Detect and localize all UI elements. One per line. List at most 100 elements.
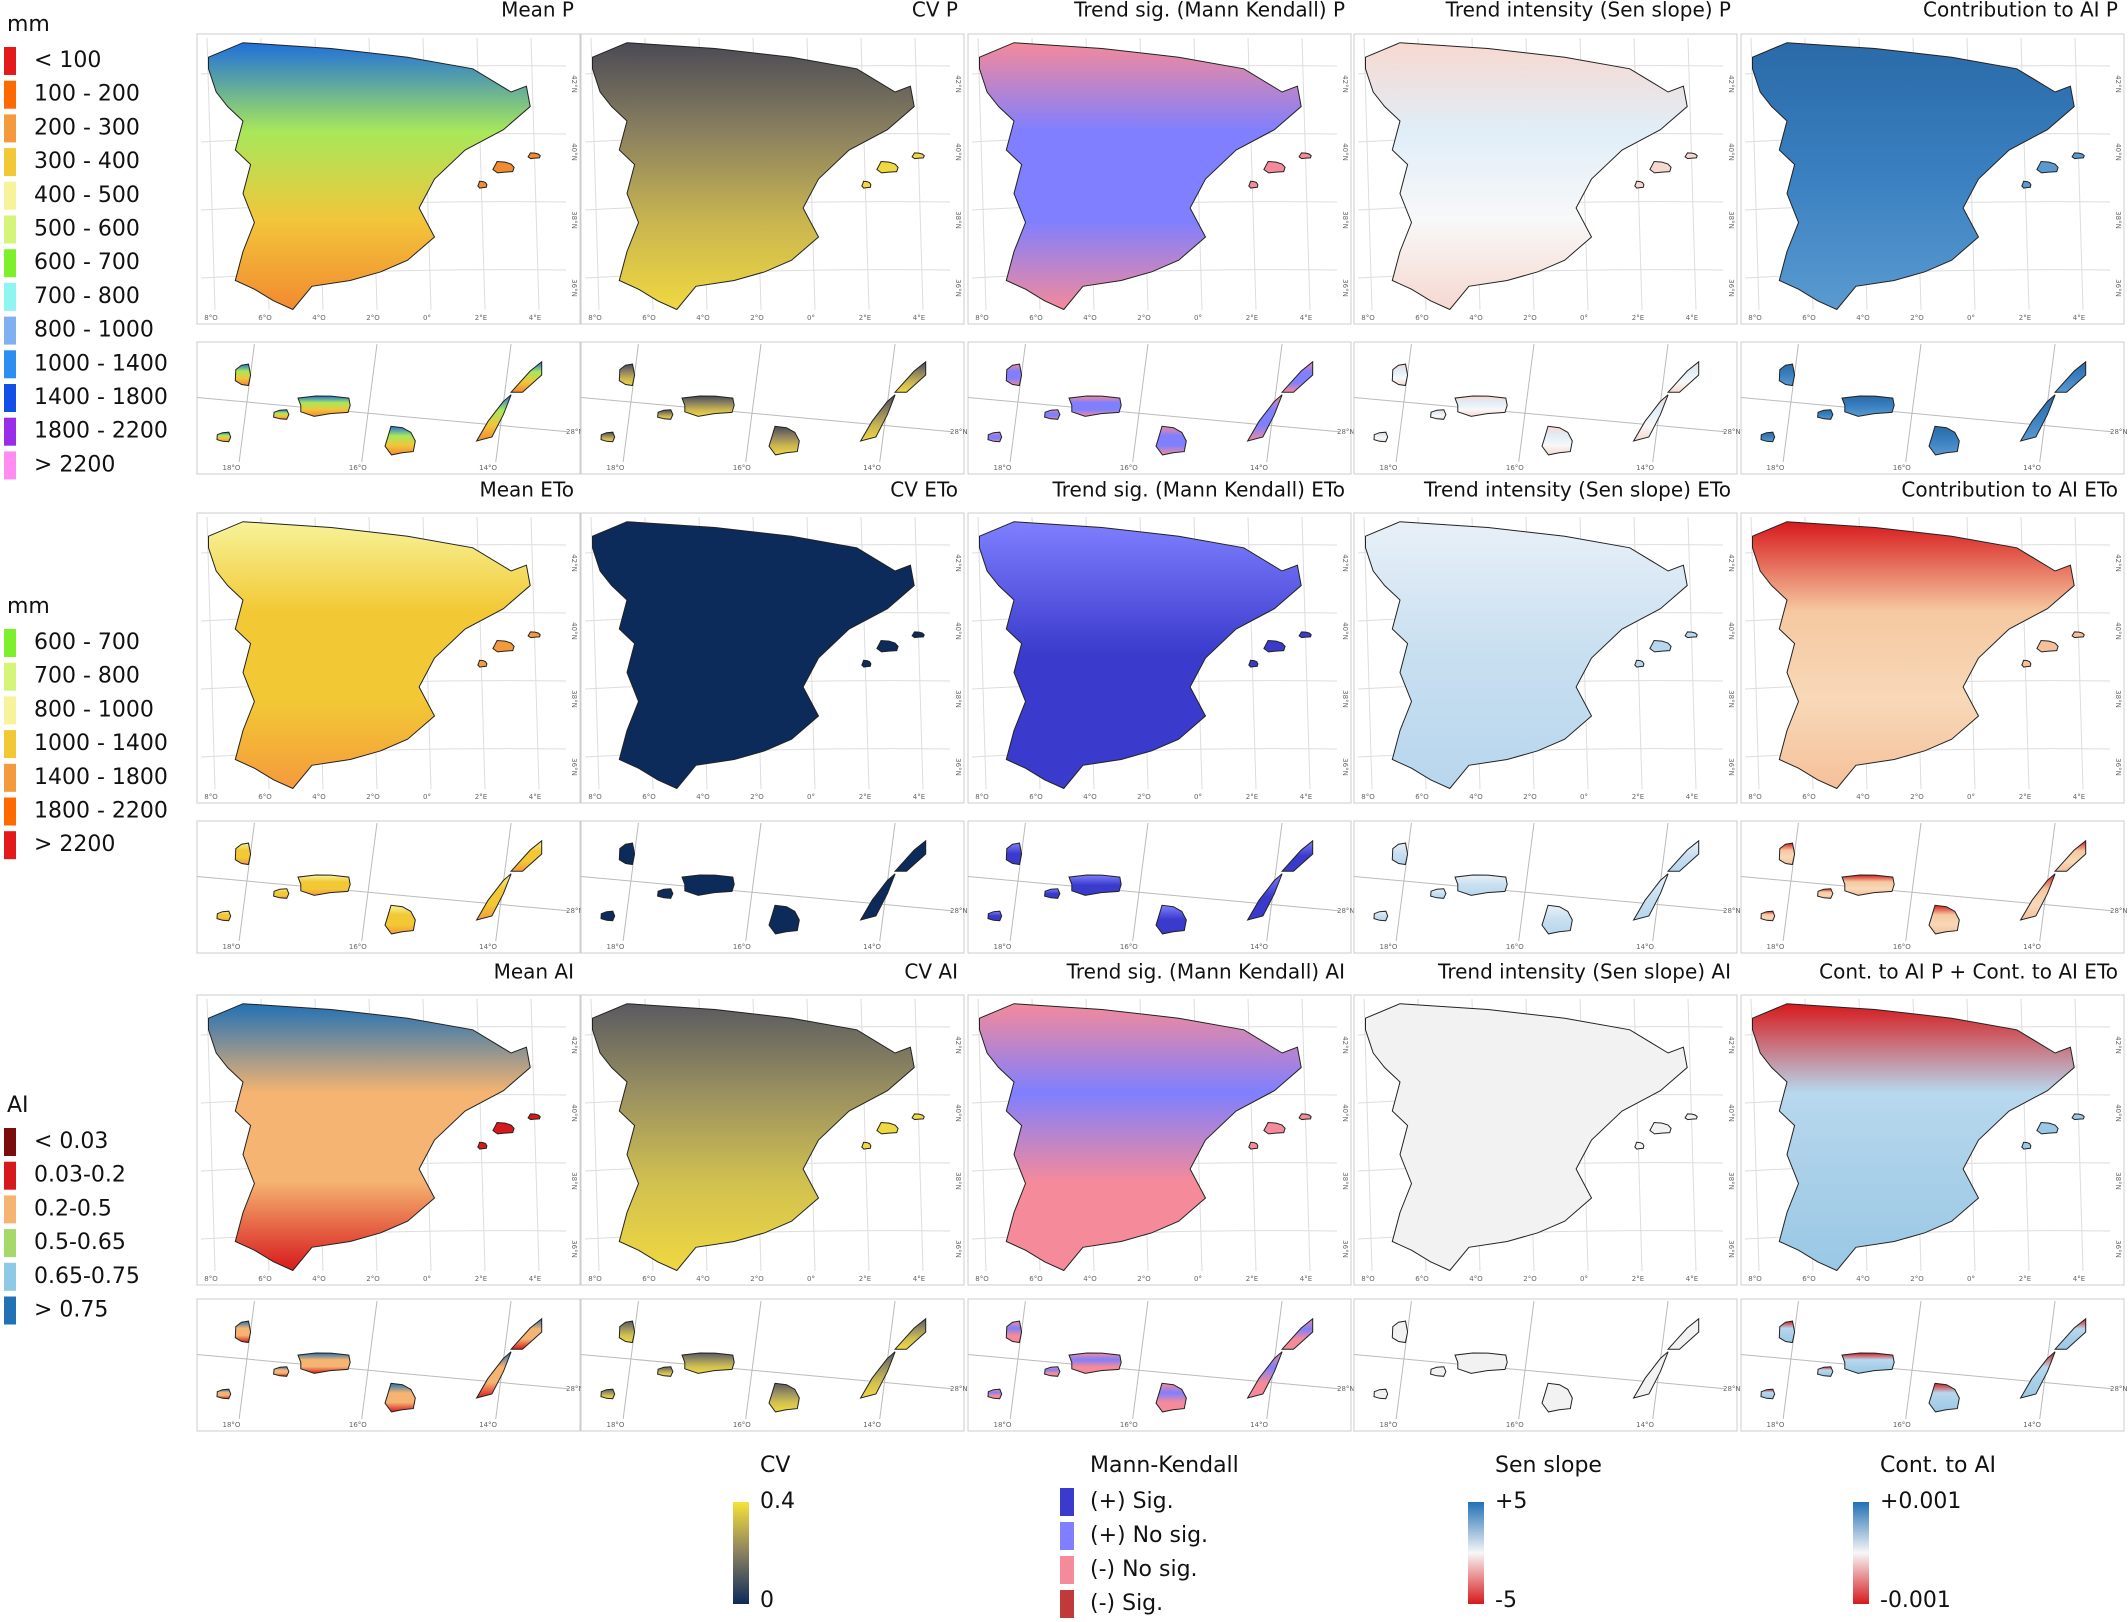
island bbox=[1391, 1320, 1409, 1344]
graticule bbox=[1301, 998, 1311, 1272]
island bbox=[2036, 1121, 2059, 1135]
legend-label: (-) Sig. bbox=[1090, 1591, 1163, 1616]
panel-title: CV P bbox=[912, 0, 958, 22]
island bbox=[618, 363, 636, 387]
graticule-label: 2°O bbox=[1523, 793, 1537, 801]
island bbox=[1760, 431, 1776, 443]
legend-swatch bbox=[1060, 1522, 1074, 1550]
graticule-label: 6°O bbox=[642, 1275, 656, 1283]
island bbox=[297, 395, 351, 417]
graticule-label: 8°O bbox=[975, 793, 989, 801]
colorbar bbox=[733, 1502, 749, 1604]
graticule-label: 8°O bbox=[204, 314, 218, 322]
graticule-label: 8°O bbox=[204, 1275, 218, 1283]
graticule-label: 2°O bbox=[750, 1275, 764, 1283]
graticule-label: 2°E bbox=[475, 793, 487, 801]
island bbox=[216, 1388, 232, 1400]
graticule-label: 6°O bbox=[1029, 793, 1043, 801]
graticule bbox=[1687, 998, 1697, 1272]
graticule-label: 28°N bbox=[566, 1385, 584, 1393]
legend-label: (-) No sig. bbox=[1090, 1557, 1198, 1582]
island bbox=[2053, 360, 2087, 393]
mainland bbox=[979, 42, 1302, 311]
graticule-label: 4°O bbox=[312, 314, 326, 322]
inset-frame bbox=[580, 341, 965, 475]
graticule-label: 18°O bbox=[1380, 1421, 1398, 1429]
graticule bbox=[206, 998, 216, 1272]
graticule bbox=[2074, 998, 2084, 1272]
graticule-label: 42°N bbox=[1727, 554, 1735, 572]
colorbar bbox=[1468, 1502, 1484, 1604]
graticule-label: 6°O bbox=[1415, 314, 1429, 322]
panel-title: Contribution to AI P bbox=[1923, 0, 2118, 22]
mainland bbox=[208, 521, 531, 790]
graticule-label: 6°O bbox=[1802, 314, 1816, 322]
island bbox=[527, 1113, 541, 1121]
graticule-label: 16°O bbox=[1506, 1421, 1524, 1429]
legend-label: 1800 - 2200 bbox=[34, 419, 168, 444]
graticule-label: 4°O bbox=[1856, 793, 1870, 801]
island bbox=[492, 1121, 515, 1135]
island bbox=[477, 1141, 488, 1150]
island bbox=[1541, 425, 1573, 456]
legend-title: Mann-Kendall bbox=[1090, 1453, 1239, 1478]
graticule-label: 0° bbox=[1580, 314, 1588, 322]
graticule-label: 38°N bbox=[1341, 1172, 1349, 1190]
island bbox=[618, 842, 636, 866]
graticule bbox=[530, 516, 540, 790]
legend-title: mm bbox=[7, 594, 50, 619]
legend-swatch bbox=[4, 384, 16, 412]
legend-swatch bbox=[4, 181, 16, 210]
graticule-label: 8°O bbox=[1361, 1275, 1375, 1283]
graticule-label: 40°N bbox=[1727, 1104, 1735, 1122]
island bbox=[509, 360, 543, 393]
graticule-label: 2°O bbox=[1910, 1275, 1924, 1283]
island bbox=[475, 873, 512, 921]
graticule-label: 2°E bbox=[1246, 314, 1258, 322]
graticule-label: 4°O bbox=[1469, 793, 1483, 801]
graticule-label: 8°O bbox=[975, 314, 989, 322]
graticule bbox=[590, 516, 600, 790]
graticule-label: 14°O bbox=[1636, 464, 1654, 472]
island bbox=[768, 425, 800, 456]
graticule-label: 4°O bbox=[696, 793, 710, 801]
graticule bbox=[580, 1353, 953, 1390]
island bbox=[1632, 873, 1669, 921]
island bbox=[859, 873, 896, 921]
mainland bbox=[979, 521, 1302, 790]
graticule-label: 40°N bbox=[2114, 143, 2122, 161]
island bbox=[1005, 842, 1023, 866]
island bbox=[1248, 1141, 1259, 1150]
graticule-label: 14°O bbox=[1250, 1421, 1268, 1429]
legend-label: (+) No sig. bbox=[1090, 1523, 1208, 1548]
graticule bbox=[1782, 1300, 1799, 1420]
graticule bbox=[967, 396, 1340, 433]
panel-title: Mean P bbox=[501, 0, 574, 22]
graticule bbox=[1301, 37, 1311, 311]
graticule-label: 36°N bbox=[570, 758, 578, 776]
island bbox=[911, 1113, 925, 1121]
graticule-label: 18°O bbox=[1767, 943, 1785, 951]
graticule bbox=[361, 822, 378, 942]
panel-title: Trend intensity (Sen slope) P bbox=[1445, 0, 1731, 22]
panel-title: Mean AI bbox=[494, 960, 574, 984]
graticule-label: 2°E bbox=[2019, 1275, 2031, 1283]
colorbar-label: +5 bbox=[1495, 1489, 1527, 1514]
graticule-label: 6°O bbox=[258, 314, 272, 322]
inset-frame bbox=[196, 341, 581, 475]
legend-swatch bbox=[4, 1296, 16, 1325]
island bbox=[876, 1121, 899, 1135]
graticule bbox=[977, 998, 987, 1272]
panel-title: Trend intensity (Sen slope) AI bbox=[1437, 960, 1731, 984]
graticule-label: 8°O bbox=[1748, 314, 1762, 322]
legend-swatch bbox=[4, 47, 16, 75]
legend-title: CV bbox=[760, 1453, 790, 1478]
island bbox=[384, 1382, 416, 1413]
graticule bbox=[745, 822, 762, 942]
island bbox=[2021, 1141, 2032, 1150]
graticule bbox=[2074, 516, 2084, 790]
graticule-label: 2°O bbox=[366, 793, 380, 801]
graticule-label: 2°O bbox=[366, 314, 380, 322]
graticule-label: 40°N bbox=[2114, 622, 2122, 640]
